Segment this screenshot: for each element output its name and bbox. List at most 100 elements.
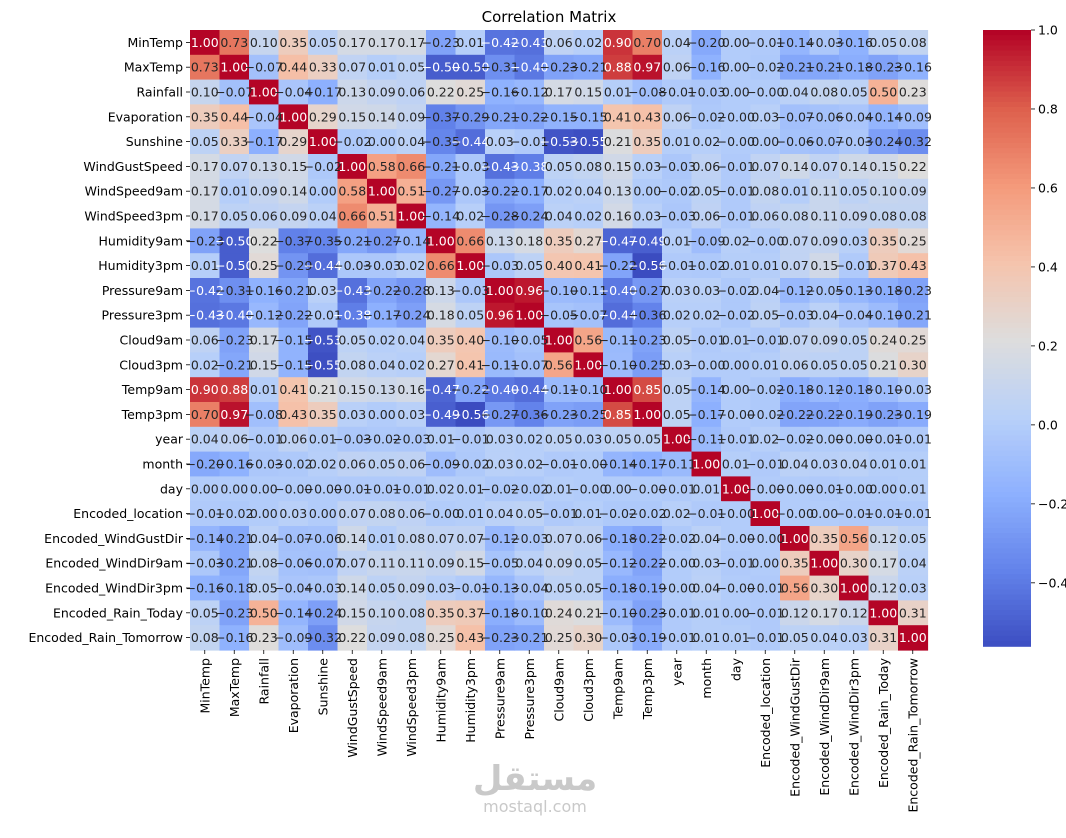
cell-value-label: 0.73 bbox=[191, 60, 219, 75]
cell-value-label: 0.41 bbox=[574, 258, 602, 273]
cell-value-label: 0.13 bbox=[338, 85, 366, 100]
heatmap-cell bbox=[278, 625, 309, 651]
heatmap-cell bbox=[721, 54, 752, 81]
heatmap-cell bbox=[603, 278, 634, 304]
cell-value-label: −0.02 bbox=[746, 382, 784, 397]
column-label: Sunshine bbox=[315, 658, 330, 716]
heatmap-cell bbox=[367, 402, 398, 428]
colorbar-segment bbox=[983, 71, 1031, 77]
heatmap-cell bbox=[219, 426, 250, 453]
cell-value-label: −0.22 bbox=[274, 308, 312, 323]
cell-value-label: 0.01 bbox=[250, 382, 278, 397]
cell-value-label: 0.00 bbox=[722, 605, 750, 620]
heatmap-cell bbox=[249, 501, 280, 527]
heatmap-cell bbox=[898, 302, 929, 329]
column-label: WindSpeed3pm bbox=[404, 658, 419, 757]
colorbar-segment bbox=[983, 404, 1031, 411]
heatmap-cell bbox=[809, 104, 840, 130]
heatmap-cell bbox=[308, 178, 339, 205]
cell-value-label: 0.29 bbox=[309, 109, 337, 124]
row-label: Encoded_WindGustDir bbox=[44, 531, 184, 546]
heatmap-cell bbox=[839, 377, 870, 403]
cell-value-label: −0.01 bbox=[186, 506, 224, 521]
colorbar-segment bbox=[983, 225, 1031, 231]
heatmap-cell bbox=[249, 451, 280, 477]
cell-value-label: −0.01 bbox=[894, 432, 932, 447]
heatmap-cell bbox=[278, 30, 309, 56]
column-label: Humidity9am bbox=[433, 658, 448, 742]
column-label: MaxTemp bbox=[227, 658, 242, 717]
heatmap-cell bbox=[337, 302, 368, 329]
column-label: day bbox=[728, 657, 743, 681]
heatmap-cell bbox=[455, 352, 486, 378]
heatmap-cell bbox=[426, 154, 457, 180]
cell-value-label: 0.03 bbox=[692, 556, 720, 571]
cell-value-label: −0.14 bbox=[864, 109, 902, 124]
cell-value-label: 0.00 bbox=[751, 134, 779, 149]
colorbar-tick-label: 0.2 bbox=[1038, 338, 1058, 353]
cell-value-label: −0.01 bbox=[658, 630, 696, 645]
cell-value-label: −0.03 bbox=[510, 531, 548, 546]
heatmap-cell bbox=[308, 327, 339, 353]
heatmap-cell bbox=[426, 526, 457, 552]
cell-value-label: 0.04 bbox=[545, 209, 573, 224]
cell-value-label: −0.49 bbox=[628, 233, 666, 248]
heatmap-cell bbox=[839, 129, 870, 155]
heatmap-cell bbox=[485, 377, 516, 403]
heatmap-cell bbox=[367, 377, 398, 403]
heatmap-cell bbox=[721, 377, 752, 403]
heatmap-cell bbox=[603, 154, 634, 180]
heatmap-cell bbox=[750, 228, 781, 254]
heatmap-cell bbox=[809, 327, 840, 353]
colorbar-segment bbox=[983, 343, 1031, 350]
heatmap-cell bbox=[190, 154, 221, 180]
cell-value-label: −0.23 bbox=[481, 630, 519, 645]
colorbar-segment bbox=[983, 281, 1031, 288]
cell-value-label: 0.41 bbox=[279, 382, 307, 397]
cell-value-label: 0.08 bbox=[899, 35, 927, 50]
row-label: Cloud9am bbox=[120, 333, 184, 348]
cell-value-label: −0.06 bbox=[776, 134, 814, 149]
cell-value-label: −0.22 bbox=[451, 382, 489, 397]
heatmap-cell bbox=[219, 104, 250, 130]
heatmap-cell bbox=[662, 178, 693, 205]
cell-value-label: 0.21 bbox=[869, 357, 897, 372]
colorbar-segment bbox=[983, 430, 1031, 437]
heatmap-cell bbox=[662, 228, 693, 254]
cell-value-label: −0.32 bbox=[304, 630, 342, 645]
cell-value-label: −0.18 bbox=[599, 531, 637, 546]
cell-value-label: −0.03 bbox=[599, 630, 637, 645]
cell-value-label: 0.12 bbox=[869, 531, 897, 546]
cell-value-label: 0.35 bbox=[810, 531, 838, 546]
heatmap-cell bbox=[337, 550, 368, 577]
cell-value-label: −0.03 bbox=[451, 184, 489, 199]
cell-value-label: 0.00 bbox=[869, 481, 897, 496]
heatmap-cell bbox=[249, 253, 280, 279]
cell-value-label: 0.06 bbox=[220, 432, 248, 447]
cell-value-label: 0.35 bbox=[279, 35, 307, 50]
cell-value-label: −0.02 bbox=[628, 506, 666, 521]
colorbar-segment bbox=[983, 296, 1031, 303]
cell-value-label: 0.18 bbox=[427, 308, 455, 323]
cell-value-label: 0.10 bbox=[869, 184, 897, 199]
cell-value-label: 0.08 bbox=[810, 85, 838, 100]
cell-value-label: 0.40 bbox=[545, 258, 573, 273]
colorbar-segment bbox=[983, 630, 1031, 637]
cell-value-label: 0.08 bbox=[368, 506, 396, 521]
heatmap-cell bbox=[278, 278, 309, 304]
cell-value-label: 0.05 bbox=[840, 333, 868, 348]
cell-value-label: −0.01 bbox=[717, 184, 755, 199]
cell-value-label: 0.51 bbox=[397, 184, 425, 199]
cell-value-label: −0.00 bbox=[628, 481, 666, 496]
heatmap-cell bbox=[603, 178, 634, 205]
heatmap-cell bbox=[780, 402, 811, 428]
cell-value-label: −0.00 bbox=[304, 481, 342, 496]
cell-value-label: 0.05 bbox=[191, 134, 219, 149]
cell-value-label: −0.03 bbox=[658, 209, 696, 224]
heatmap-cell bbox=[249, 79, 280, 105]
cell-value-label: −0.19 bbox=[628, 630, 666, 645]
cell-value-label: −0.44 bbox=[451, 134, 489, 149]
heatmap-cell bbox=[868, 302, 899, 329]
heatmap-cell bbox=[485, 30, 516, 56]
heatmap-cell bbox=[249, 600, 280, 626]
